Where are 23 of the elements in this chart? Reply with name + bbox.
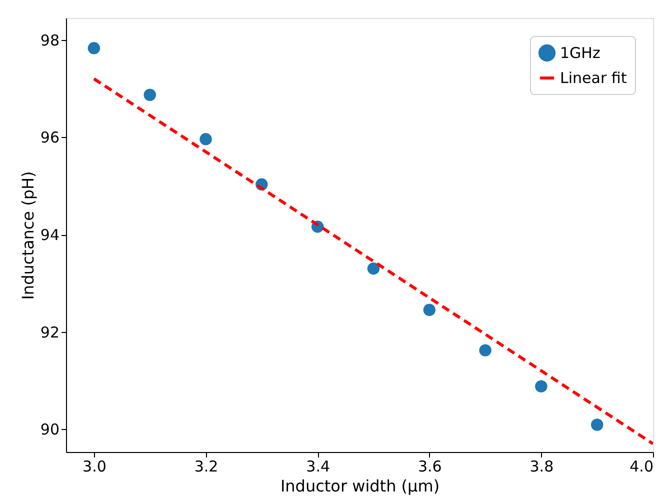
point (88, 42, 100, 54)
y-tick-label: 98 (40, 31, 60, 50)
x-tick-label: 3.6 (418, 458, 442, 476)
point (479, 344, 492, 356)
x-tick-label: 3.8 (530, 458, 554, 476)
x-tick-label: 3.4 (306, 458, 330, 476)
y-tick-label: 92 (40, 323, 60, 342)
y-axis-title: Inductance (pH) (18, 171, 38, 300)
point (144, 88, 156, 101)
x-tick-label: 4.0 (630, 458, 654, 476)
x-tick-label: 3.0 (82, 458, 106, 476)
point (367, 262, 380, 275)
legend-label: 1GHz (560, 44, 600, 62)
legend-label: Linear fit (560, 69, 627, 87)
x-axis-title: Inductor width (μm) (280, 476, 440, 496)
y-tick-label: 96 (40, 128, 60, 147)
point (535, 380, 548, 392)
point (423, 304, 436, 316)
x-tick-label: 3.2 (194, 458, 218, 476)
y-tick-label: 90 (40, 420, 60, 439)
y-tick-label: 94 (40, 226, 60, 244)
point (590, 418, 604, 431)
point (200, 133, 212, 146)
